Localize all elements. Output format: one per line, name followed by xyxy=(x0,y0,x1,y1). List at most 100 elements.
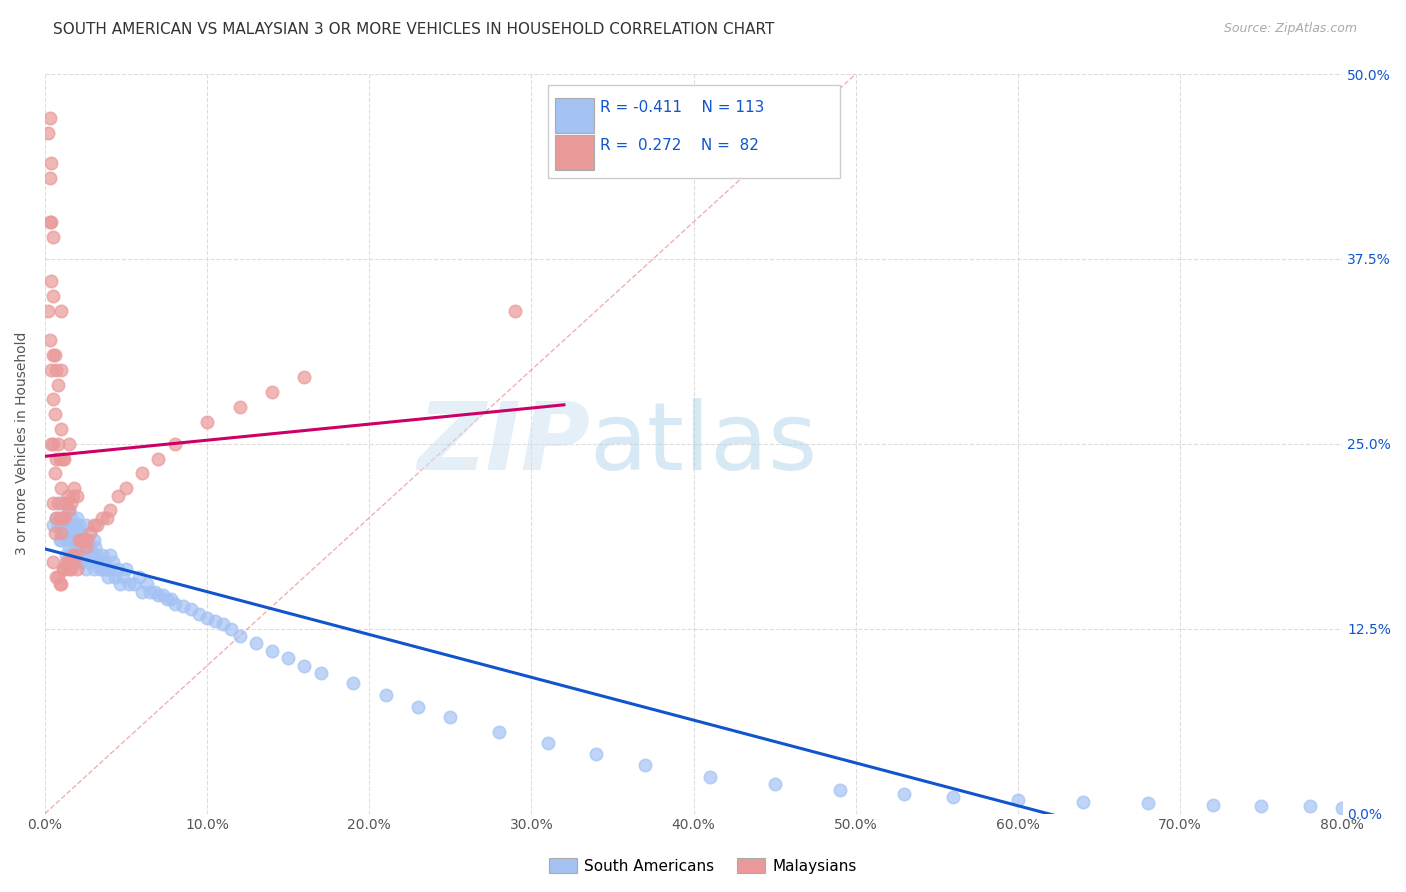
Point xyxy=(51,481,73,495)
Point xyxy=(51,496,73,510)
Point xyxy=(66,562,89,576)
Point xyxy=(131,467,153,481)
Point xyxy=(59,525,82,540)
Point xyxy=(44,467,66,481)
Point xyxy=(48,451,70,466)
Text: ZIP: ZIP xyxy=(418,398,591,490)
Point xyxy=(96,562,118,576)
Point xyxy=(439,710,461,724)
Point xyxy=(160,592,183,607)
Point xyxy=(763,777,786,791)
Point xyxy=(41,274,63,288)
Y-axis label: 3 or more Vehicles in Household: 3 or more Vehicles in Household xyxy=(15,332,30,556)
Point xyxy=(59,510,82,524)
Point xyxy=(44,525,66,540)
Point xyxy=(52,525,75,540)
Point xyxy=(893,787,915,801)
Point xyxy=(76,533,98,547)
Point xyxy=(48,577,70,591)
Point xyxy=(77,555,100,569)
Point xyxy=(75,518,97,533)
FancyBboxPatch shape xyxy=(555,135,593,170)
Point xyxy=(46,518,69,533)
Point xyxy=(1250,799,1272,814)
Point xyxy=(48,533,70,547)
Point xyxy=(66,489,89,503)
Point xyxy=(46,437,69,451)
Point xyxy=(37,303,59,318)
Point xyxy=(52,451,75,466)
Point xyxy=(38,333,60,347)
Point xyxy=(46,496,69,510)
Point xyxy=(42,229,65,244)
Point xyxy=(51,510,73,524)
Point xyxy=(115,481,138,495)
Point xyxy=(38,215,60,229)
Point xyxy=(115,562,138,576)
Point xyxy=(56,525,79,540)
Point xyxy=(62,489,84,503)
Point xyxy=(1071,795,1094,809)
Point xyxy=(42,555,65,569)
Point xyxy=(44,348,66,362)
Point xyxy=(942,790,965,805)
Point xyxy=(104,570,127,584)
Point xyxy=(143,584,166,599)
Point xyxy=(163,597,186,611)
Point xyxy=(58,437,80,451)
Point xyxy=(228,629,250,643)
Point xyxy=(76,548,98,562)
Point xyxy=(67,518,90,533)
Point xyxy=(56,489,79,503)
Point xyxy=(221,622,243,636)
Point xyxy=(108,577,131,591)
Point xyxy=(537,735,560,749)
Point xyxy=(55,496,77,510)
Point xyxy=(342,676,364,690)
Point xyxy=(828,783,851,797)
Point xyxy=(1007,793,1029,807)
Point xyxy=(38,170,60,185)
Point xyxy=(63,541,86,555)
Point xyxy=(65,525,87,540)
Point xyxy=(38,112,60,126)
Point xyxy=(488,725,510,739)
Point xyxy=(245,636,267,650)
Point xyxy=(83,562,105,576)
Point xyxy=(86,518,108,533)
Point xyxy=(65,548,87,562)
Point xyxy=(58,503,80,517)
Point xyxy=(72,533,94,547)
Point xyxy=(46,377,69,392)
Point xyxy=(89,562,111,576)
Point xyxy=(62,518,84,533)
Point xyxy=(75,541,97,555)
Point xyxy=(45,363,67,377)
Point xyxy=(406,700,429,714)
Point xyxy=(53,562,76,576)
Point xyxy=(51,533,73,547)
Point xyxy=(86,548,108,562)
Point xyxy=(83,518,105,533)
Point xyxy=(107,489,129,503)
Point xyxy=(41,215,63,229)
Point xyxy=(44,407,66,421)
Point xyxy=(51,422,73,436)
Point xyxy=(101,555,124,569)
Point xyxy=(84,541,107,555)
Point xyxy=(204,614,226,628)
Point xyxy=(53,510,76,524)
Point xyxy=(155,592,177,607)
Point xyxy=(163,437,186,451)
Point xyxy=(52,562,75,576)
Point xyxy=(195,415,218,429)
Point xyxy=(77,541,100,555)
Point xyxy=(128,570,150,584)
Point xyxy=(76,533,98,547)
Legend: South Americans, Malaysians: South Americans, Malaysians xyxy=(543,852,863,880)
Point xyxy=(228,400,250,414)
Point xyxy=(96,510,118,524)
Point xyxy=(58,562,80,576)
Point xyxy=(73,533,96,547)
Point xyxy=(75,541,97,555)
